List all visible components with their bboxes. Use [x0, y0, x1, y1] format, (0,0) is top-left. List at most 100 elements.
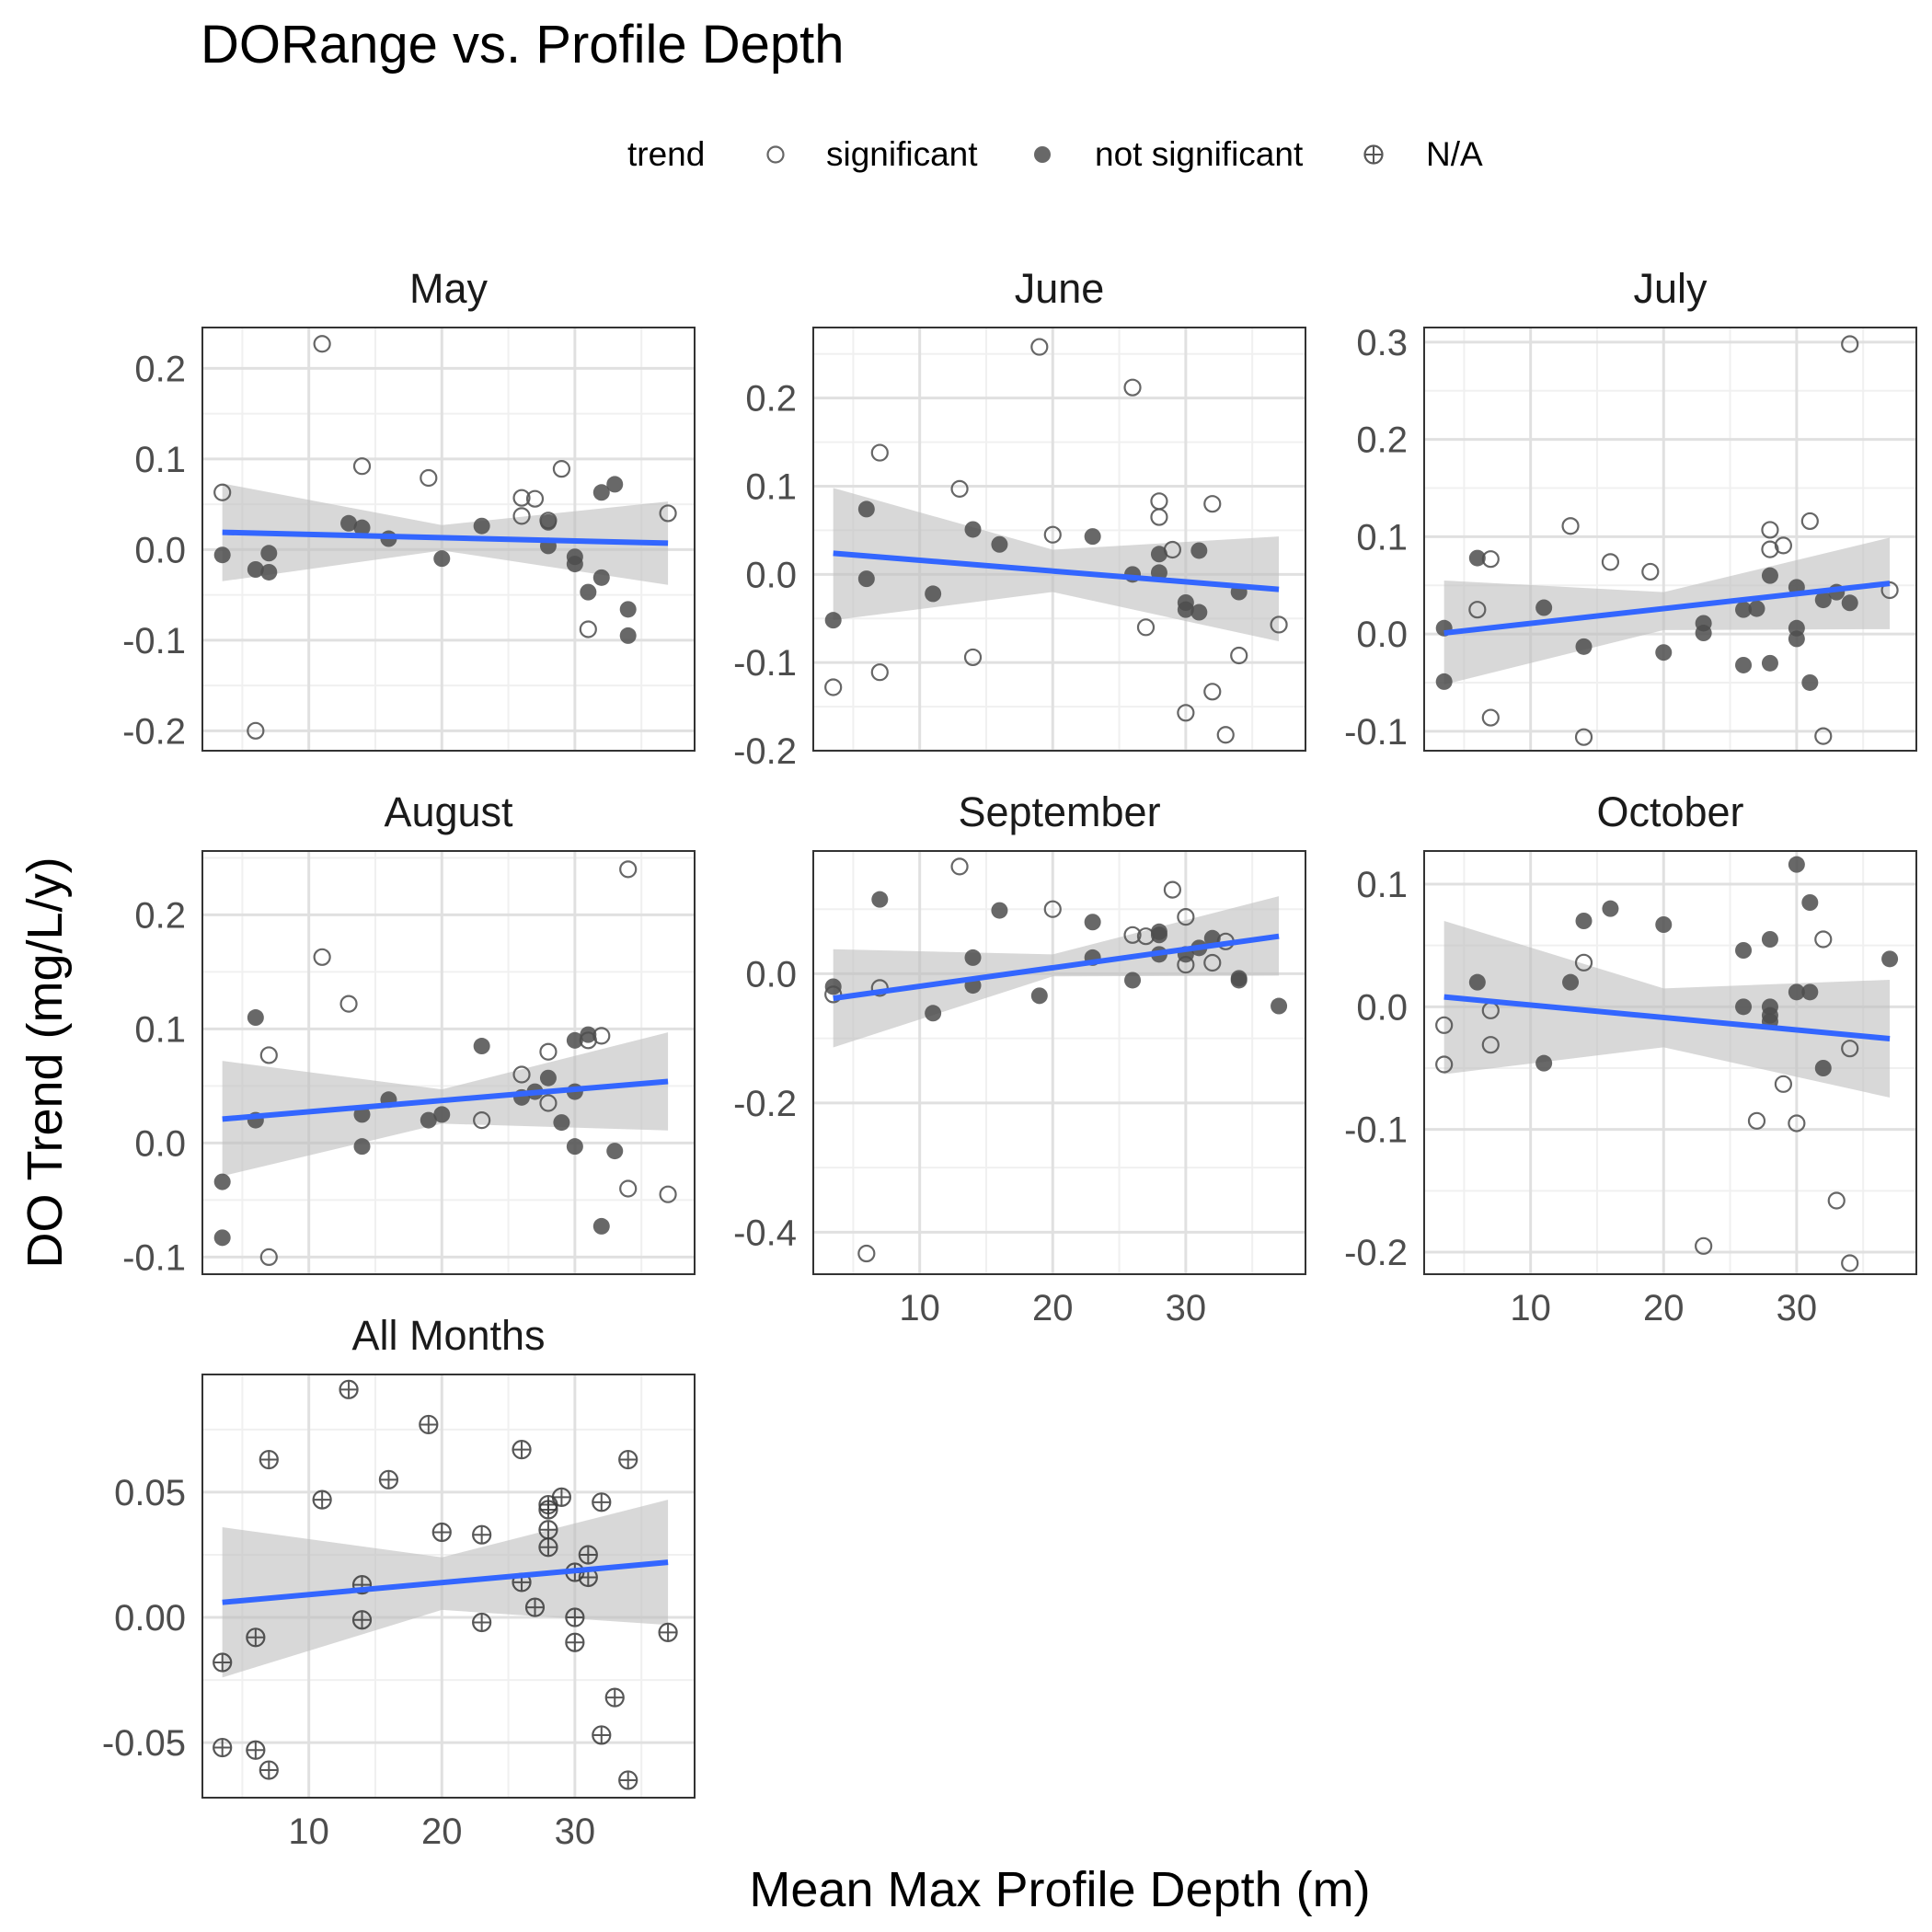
point-not-significant: [1788, 983, 1805, 1001]
point-not-significant: [1177, 601, 1194, 618]
point-not-significant: [1814, 592, 1832, 609]
point-not-significant: [857, 570, 875, 588]
point-na: [551, 1487, 572, 1507]
y-tick-label: 0.05: [114, 1473, 186, 1513]
point-na: [312, 1489, 332, 1510]
point-significant: [352, 457, 372, 476]
y-tick-label: 0.0: [745, 555, 797, 595]
data-points: [213, 860, 677, 1267]
point-significant: [1203, 683, 1222, 701]
point-significant: [659, 504, 677, 523]
y-tick-label: -0.2: [122, 711, 186, 752]
point-na: [538, 1520, 558, 1540]
point-not-significant: [566, 556, 583, 573]
point-significant: [1601, 553, 1620, 571]
point-not-significant: [433, 1106, 451, 1123]
point-significant: [1814, 727, 1833, 745]
point-significant: [1468, 601, 1487, 619]
y-tick-label: 0.2: [745, 379, 797, 420]
y-tick-label: 0.1: [1356, 865, 1408, 905]
y-tick-label: -0.1: [122, 621, 186, 661]
point-not-significant: [619, 601, 637, 618]
panel-plot-area: [202, 1374, 695, 1798]
panel-plot-area: [813, 851, 1305, 1274]
legend-key: [1363, 144, 1384, 165]
facet-panel: July -0.1 0.0 0.1 0.2 0.3: [1344, 265, 1917, 753]
point-significant: [1270, 615, 1288, 634]
point-not-significant: [473, 517, 490, 535]
point-significant: [1800, 512, 1819, 531]
point-significant: [313, 335, 331, 353]
point-not-significant: [340, 514, 358, 532]
point-significant: [1230, 646, 1248, 665]
point-not-significant: [580, 583, 597, 601]
point-significant: [1481, 1036, 1500, 1054]
point-not-significant: [964, 521, 982, 538]
point-na: [592, 1492, 612, 1512]
point-not-significant: [1814, 1060, 1832, 1076]
regression-line: [1443, 994, 1891, 1041]
point-not-significant: [420, 1111, 437, 1129]
point-significant: [539, 1094, 558, 1112]
y-tick-label: -0.4: [733, 1213, 797, 1253]
point-not-significant: [1602, 900, 1619, 917]
y-tick-label: -0.1: [122, 1237, 186, 1278]
point-not-significant: [353, 1138, 371, 1156]
point-not-significant: [213, 1173, 231, 1190]
point-not-significant: [1535, 599, 1553, 616]
facet-strip-label: May: [409, 265, 489, 312]
point-na: [259, 1760, 279, 1780]
point-not-significant: [1841, 594, 1858, 612]
y-tick-label: -0.05: [102, 1723, 186, 1764]
confidence-band: [222, 1032, 669, 1177]
regression-line: [833, 550, 1280, 592]
point-significant: [1788, 1114, 1806, 1133]
facet-panel: May -0.2 -0.1 0.0 0.1 0.2: [122, 265, 696, 752]
point-significant: [1203, 953, 1222, 972]
panel-border: [201, 850, 696, 1275]
point-not-significant: [592, 1217, 610, 1235]
point-not-significant: [1150, 926, 1167, 944]
point-not-significant: [1230, 970, 1248, 987]
point-significant: [963, 648, 983, 667]
point-not-significant: [539, 1069, 557, 1087]
y-tick-label: -0.2: [1344, 1233, 1408, 1273]
point-not-significant: [1655, 644, 1673, 661]
point-not-significant: [1124, 972, 1142, 989]
point-not-significant: [1435, 673, 1453, 690]
point-not-significant: [1468, 973, 1486, 991]
point-not-significant: [566, 1138, 583, 1156]
point-significant: [1574, 728, 1593, 746]
point-not-significant: [353, 519, 371, 536]
chart-title: DORange vs. Profile Depth: [201, 15, 845, 75]
point-not-significant: [1562, 973, 1580, 991]
point-not-significant: [247, 1009, 264, 1027]
regression-line: [222, 1078, 669, 1122]
x-tick-label: 20: [1643, 1288, 1685, 1328]
y-tick-label: -0.1: [1344, 712, 1408, 753]
point-significant: [259, 1248, 278, 1267]
x-tick-label: 20: [421, 1811, 463, 1852]
point-na: [246, 1740, 266, 1760]
point-not-significant: [213, 546, 231, 564]
point-significant: [473, 1111, 491, 1130]
point-significant: [619, 1179, 638, 1198]
point-na: [213, 1652, 233, 1673]
point-na: [213, 1737, 233, 1758]
point-significant: [1136, 618, 1156, 637]
y-tick-label: 0.1: [134, 1009, 186, 1050]
point-na: [246, 1627, 266, 1648]
point-not-significant: [824, 612, 842, 629]
point-significant: [1561, 517, 1580, 535]
point-significant: [512, 1065, 531, 1084]
point-significant: [1163, 880, 1182, 899]
point-na: [419, 1414, 439, 1435]
point-significant: [1774, 1075, 1793, 1093]
point-not-significant: [580, 1026, 597, 1043]
point-significant: [659, 1185, 677, 1203]
regression-line: [1443, 581, 1891, 637]
legend-label: significant: [826, 135, 978, 173]
point-not-significant: [1695, 615, 1712, 632]
point-significant: [824, 678, 843, 696]
facet-strip-label: September: [958, 788, 1160, 835]
